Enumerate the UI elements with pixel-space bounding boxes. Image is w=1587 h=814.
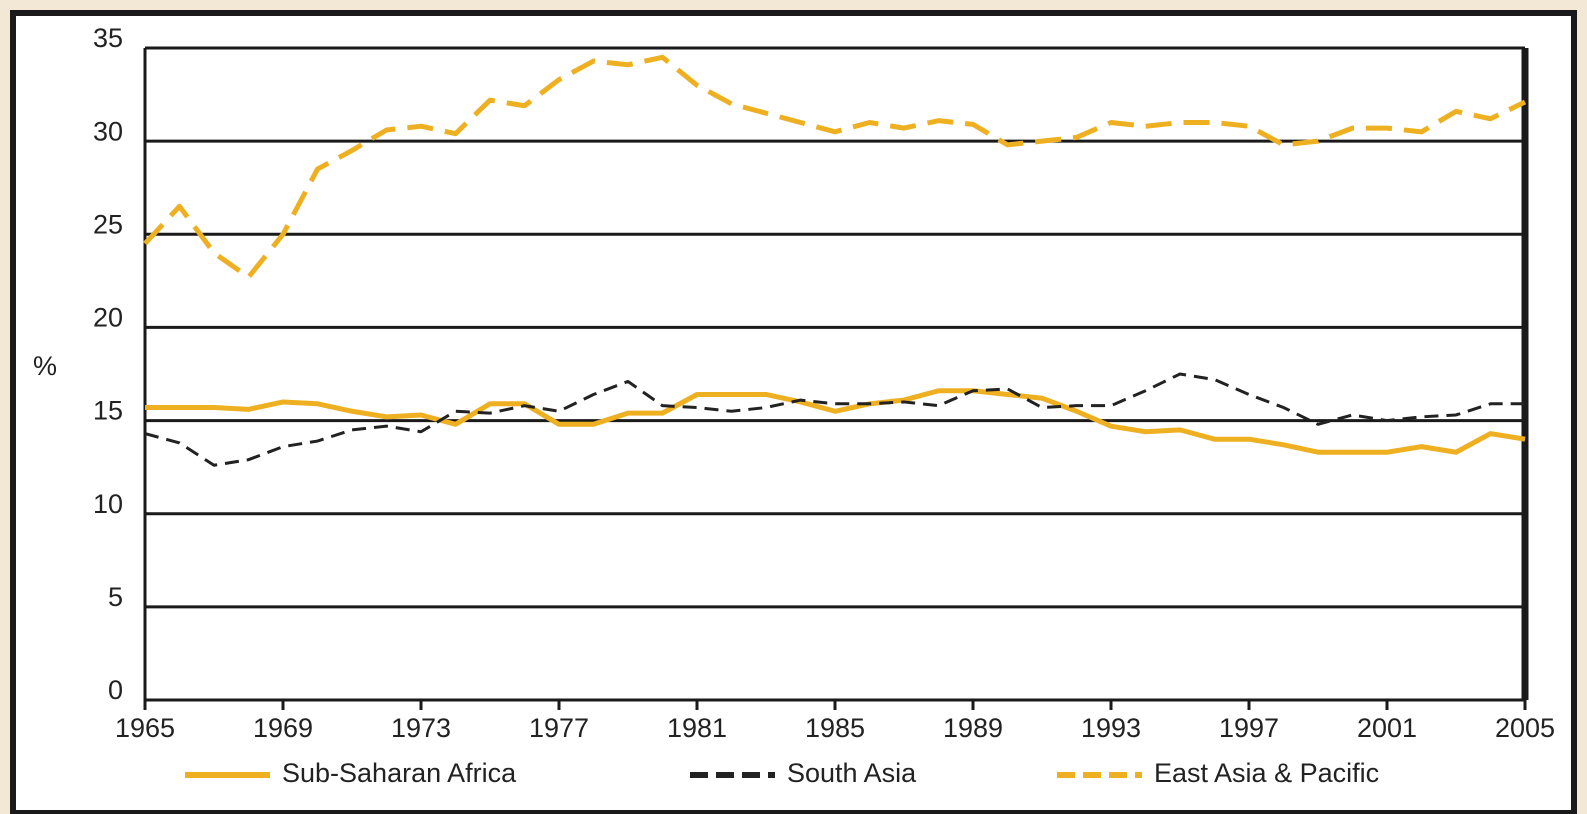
x-tick-label: 1997 xyxy=(1219,713,1279,743)
series-line xyxy=(145,388,1526,455)
x-tick-label: 1973 xyxy=(391,713,451,743)
y-tick-label: 30 xyxy=(93,116,123,146)
y-tick-label: 25 xyxy=(93,209,123,239)
series-line xyxy=(144,372,1525,467)
y-tick-label: 5 xyxy=(108,582,123,612)
legend-label: Sub-Saharan Africa xyxy=(282,758,517,788)
y-tick-label: 35 xyxy=(93,23,123,53)
x-tick-label: 1993 xyxy=(1081,713,1141,743)
frame xyxy=(10,10,1577,814)
x-tick-label: 1965 xyxy=(115,713,175,743)
x-tick-label: 1985 xyxy=(805,713,865,743)
legend-label: South Asia xyxy=(787,758,917,788)
series-line xyxy=(143,54,1527,280)
y-tick-label: 10 xyxy=(93,489,123,519)
y-tick-label: 15 xyxy=(93,396,123,426)
x-tick-label: 1981 xyxy=(667,713,727,743)
y-tick-label: 20 xyxy=(93,303,123,333)
legend-label: East Asia & Pacific xyxy=(1154,758,1379,788)
y-tick-label: 0 xyxy=(108,675,123,705)
x-tick-label: 2001 xyxy=(1357,713,1417,743)
x-tick-label: 1977 xyxy=(529,713,589,743)
y-axis-label: % xyxy=(33,351,57,381)
x-tick-label: 1969 xyxy=(253,713,313,743)
x-tick-label: 2005 xyxy=(1495,713,1555,743)
x-tick-label: 1989 xyxy=(943,713,1003,743)
